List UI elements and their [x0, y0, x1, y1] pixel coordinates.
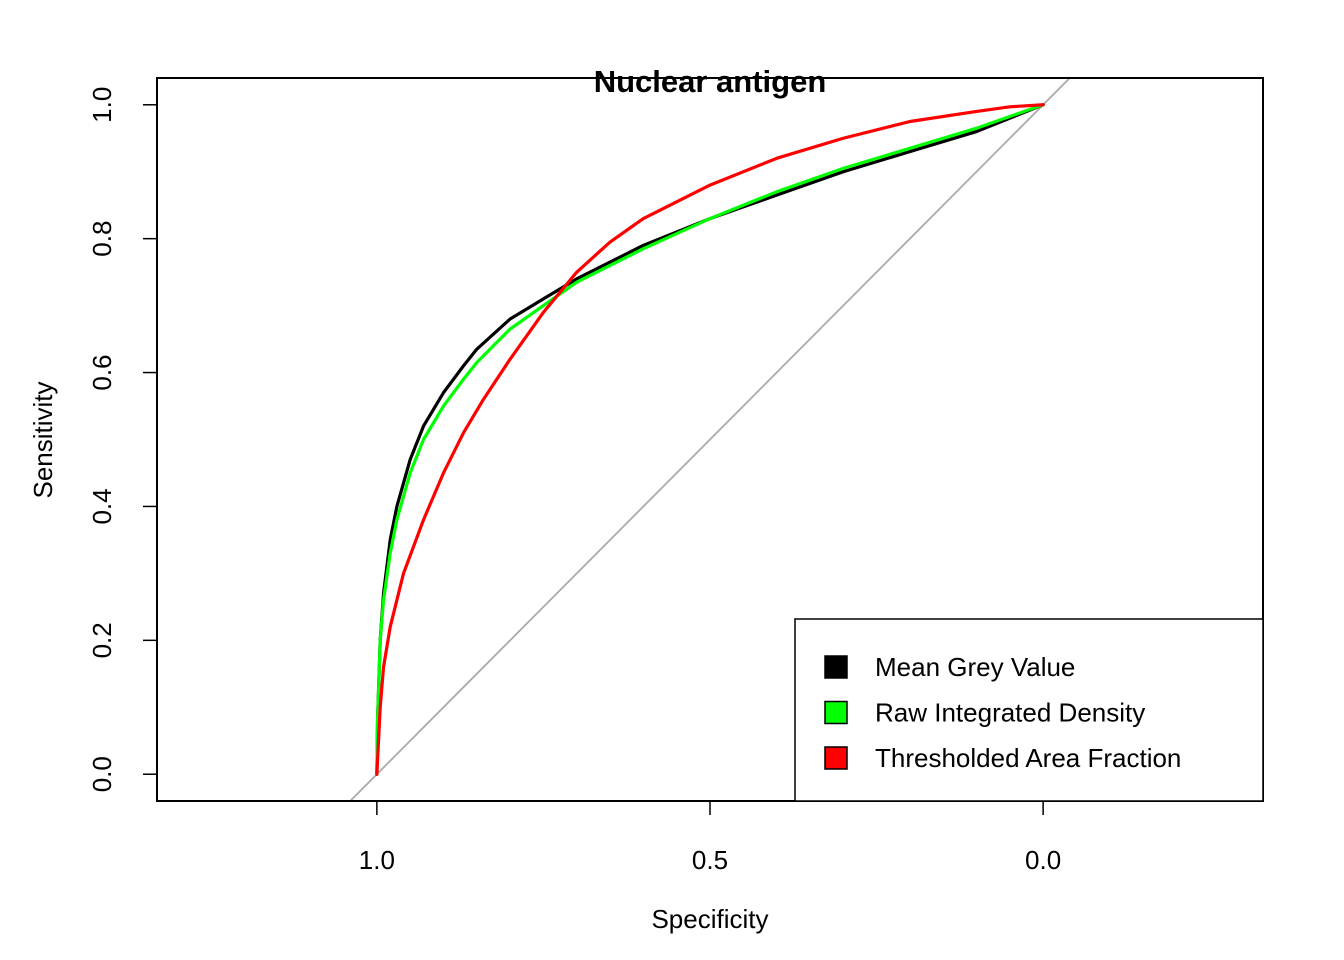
reference-diagonal [348, 78, 1072, 801]
y-tick-label: 0.4 [87, 488, 117, 524]
roc-curve-thresholded-area-fraction [375, 103, 1045, 776]
y-tick-label: 0.8 [87, 221, 117, 257]
legend-swatch [824, 655, 848, 679]
x-tick-label: 0.5 [692, 845, 728, 875]
y-axis-label: Sensitivity [28, 381, 58, 498]
legend-label: Mean Grey Value [875, 652, 1075, 682]
plot-area [348, 78, 1072, 801]
legend-swatch [824, 700, 848, 725]
roc-curve-raw-integrated-density [375, 103, 1045, 776]
y-tick-label: 0.2 [87, 622, 117, 658]
x-axis-label: Specificity [651, 904, 768, 934]
axes: 1.0 0.5 0.0 0.0 0.2 0.4 0.6 0.8 1.0 [87, 87, 1061, 875]
legend-label: Raw Integrated Density [875, 698, 1145, 728]
x-tick-label: 0.0 [1025, 845, 1061, 875]
legend-box [794, 618, 1264, 802]
legend-swatch [824, 746, 848, 770]
chart-title: Nuclear antigen [594, 64, 827, 99]
y-tick-label: 0.0 [87, 756, 117, 792]
x-tick-label: 1.0 [359, 845, 395, 875]
y-tick-label: 1.0 [87, 87, 117, 123]
legend: Mean Grey Value Raw Integrated Density Thr… [794, 618, 1264, 802]
legend-label: Thresholded Area Fraction [875, 743, 1181, 773]
y-tick-label: 0.6 [87, 354, 117, 390]
